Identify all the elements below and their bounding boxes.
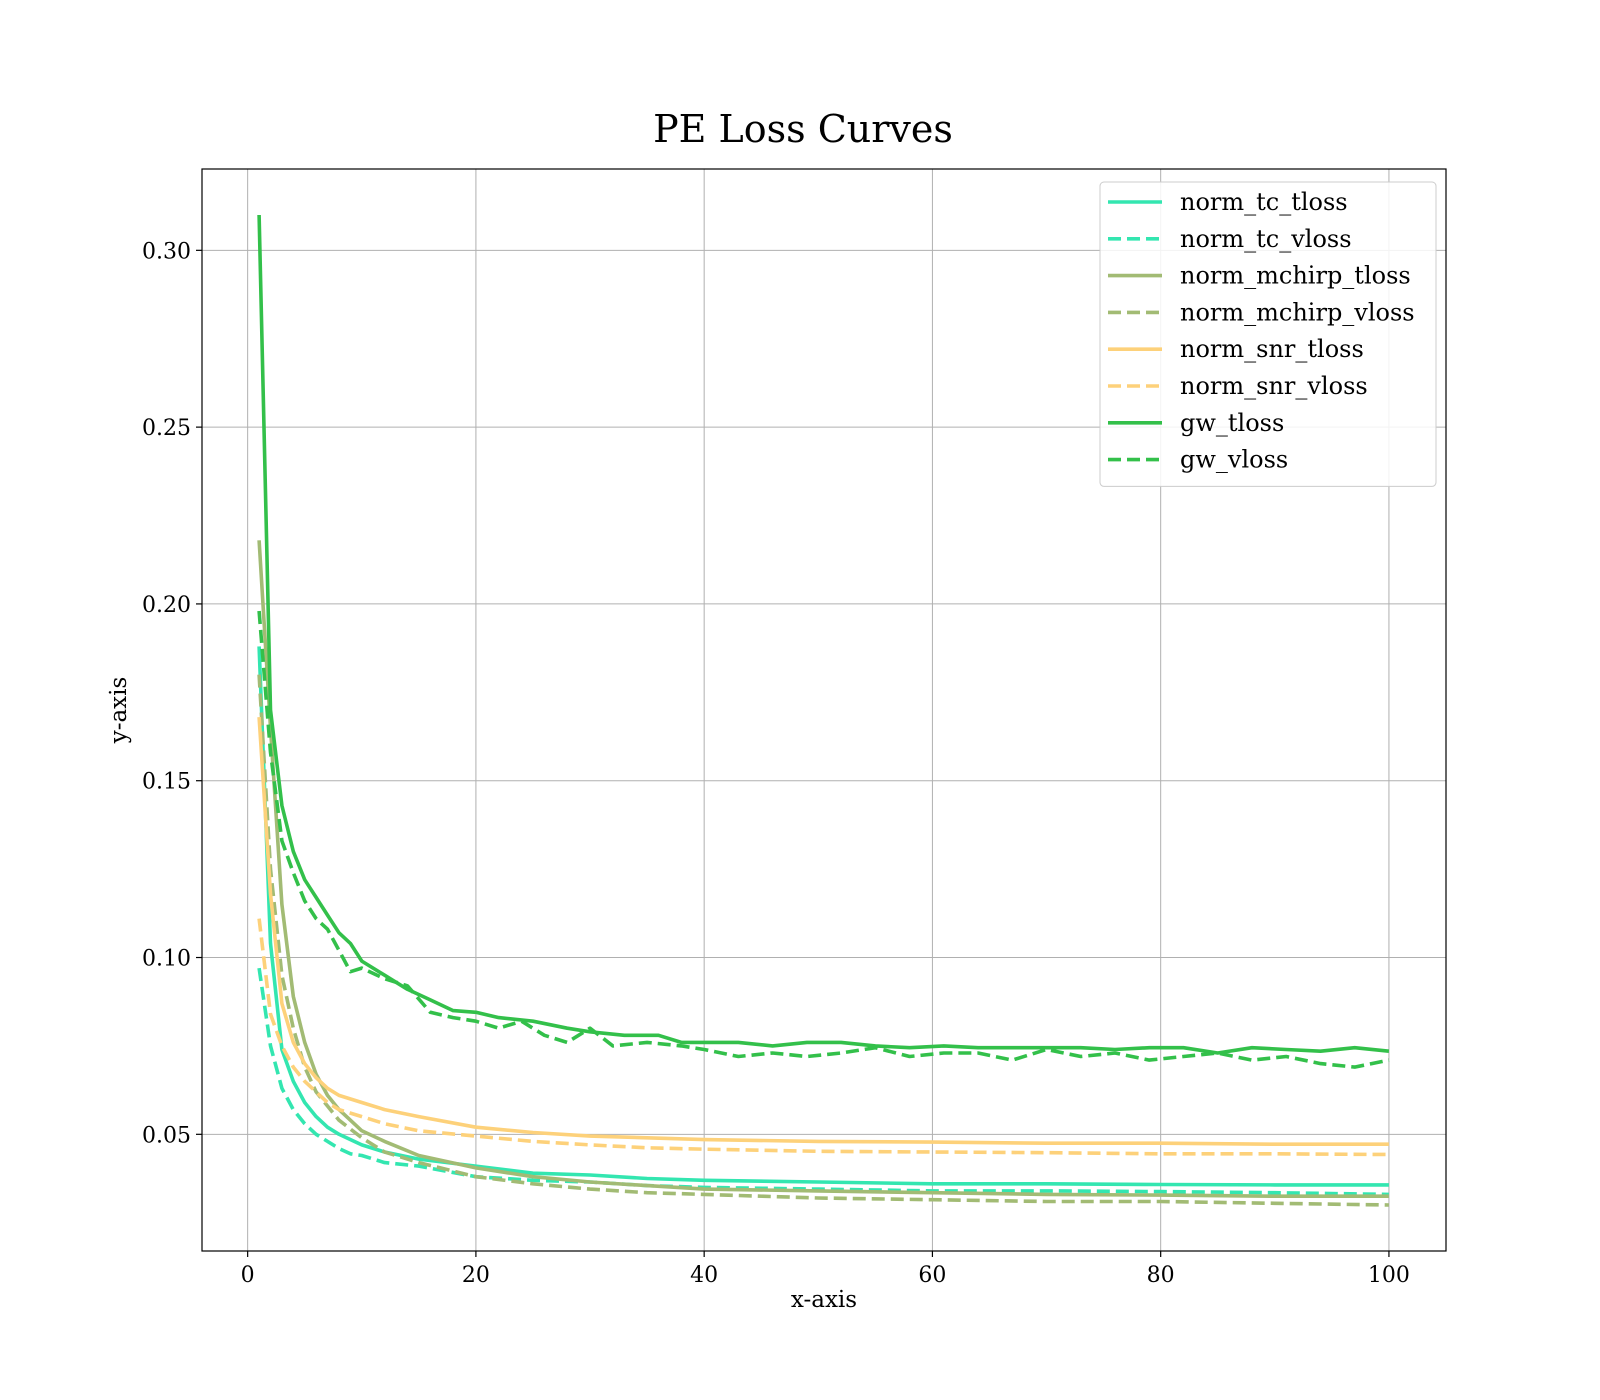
series-line-norm-snr-tloss: [257, 716, 1389, 1146]
series-line-gw-tloss: [257, 214, 1390, 1055]
legend-box: [1099, 181, 1437, 487]
legend-label: norm_snr_tloss: [1180, 335, 1364, 363]
x-tick-label: 0: [241, 1263, 255, 1288]
legend-label: norm_mchirp_vloss: [1180, 298, 1415, 326]
legend-label: gw_tloss: [1180, 409, 1284, 437]
y-axis-label: y-axis: [106, 677, 132, 745]
series-line-norm-tc-tloss: [257, 646, 1389, 1187]
x-tick-label: 100: [1368, 1263, 1410, 1288]
legend: norm_tc_tloss norm_tc_vloss norm_mchirp_tl…: [1099, 181, 1437, 487]
plot-lines: [257, 214, 1390, 1207]
plot-frame: [201, 168, 1447, 1252]
y-tick-label: 0.15: [142, 770, 191, 795]
x-axis-label: x-axis: [791, 1287, 857, 1313]
legend-label: norm_tc_vloss: [1180, 225, 1352, 253]
y-tick-label: 0.25: [142, 416, 191, 441]
series-line-norm-snr-vloss: [257, 918, 1389, 1157]
x-tick-label: 80: [1147, 1263, 1175, 1288]
series-line-norm-mchirp-vloss: [257, 674, 1389, 1207]
legend-label: norm_snr_vloss: [1180, 372, 1368, 400]
legend-label: norm_mchirp_tloss: [1180, 262, 1411, 290]
legend-label: norm_tc_tloss: [1180, 188, 1348, 216]
x-tick-label: 60: [918, 1263, 946, 1288]
legend-label: gw_vloss: [1180, 446, 1288, 474]
y-tick-label: 0.05: [142, 1123, 191, 1148]
y-tick-label: 0.10: [142, 947, 191, 972]
x-tick-label: 20: [462, 1263, 490, 1288]
series-line-gw-vloss: [257, 610, 1390, 1069]
axis-ticks: 0 20 40 60 80 100 0.05 0.10 0.15 0.20 0.25 0.30: [142, 239, 1410, 1288]
chart-title: PE Loss Curves: [653, 107, 953, 151]
y-tick-label: 0.30: [142, 239, 191, 264]
series-line-norm-tc-vloss: [257, 967, 1389, 1197]
y-tick-label: 0.20: [142, 593, 191, 618]
x-tick-label: 40: [690, 1263, 718, 1288]
series-line-norm-mchirp-tloss: [257, 540, 1389, 1198]
